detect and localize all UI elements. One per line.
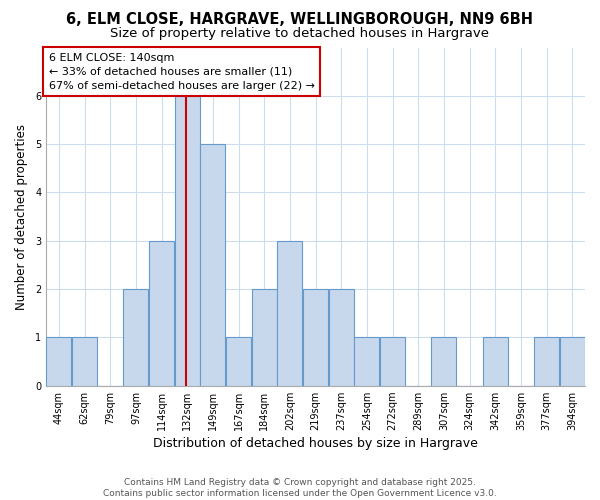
Bar [482,338,508,386]
Bar [560,338,585,386]
Bar [124,289,148,386]
Y-axis label: Number of detached properties: Number of detached properties [15,124,28,310]
Bar [303,289,328,386]
Bar [380,338,405,386]
Bar [534,338,559,386]
Text: 6, ELM CLOSE, HARGRAVE, WELLINGBOROUGH, NN9 6BH: 6, ELM CLOSE, HARGRAVE, WELLINGBOROUGH, … [67,12,533,28]
Bar [200,144,226,386]
Bar [277,241,302,386]
Bar [175,96,200,386]
Text: Size of property relative to detached houses in Hargrave: Size of property relative to detached ho… [110,28,490,40]
X-axis label: Distribution of detached houses by size in Hargrave: Distribution of detached houses by size … [153,437,478,450]
Bar [431,338,457,386]
Bar [251,289,277,386]
Bar [72,338,97,386]
Bar [354,338,379,386]
Text: Contains HM Land Registry data © Crown copyright and database right 2025.
Contai: Contains HM Land Registry data © Crown c… [103,478,497,498]
Bar [46,338,71,386]
Bar [226,338,251,386]
Bar [149,241,174,386]
Bar [329,289,354,386]
Text: 6 ELM CLOSE: 140sqm
← 33% of detached houses are smaller (11)
67% of semi-detach: 6 ELM CLOSE: 140sqm ← 33% of detached ho… [49,52,315,90]
